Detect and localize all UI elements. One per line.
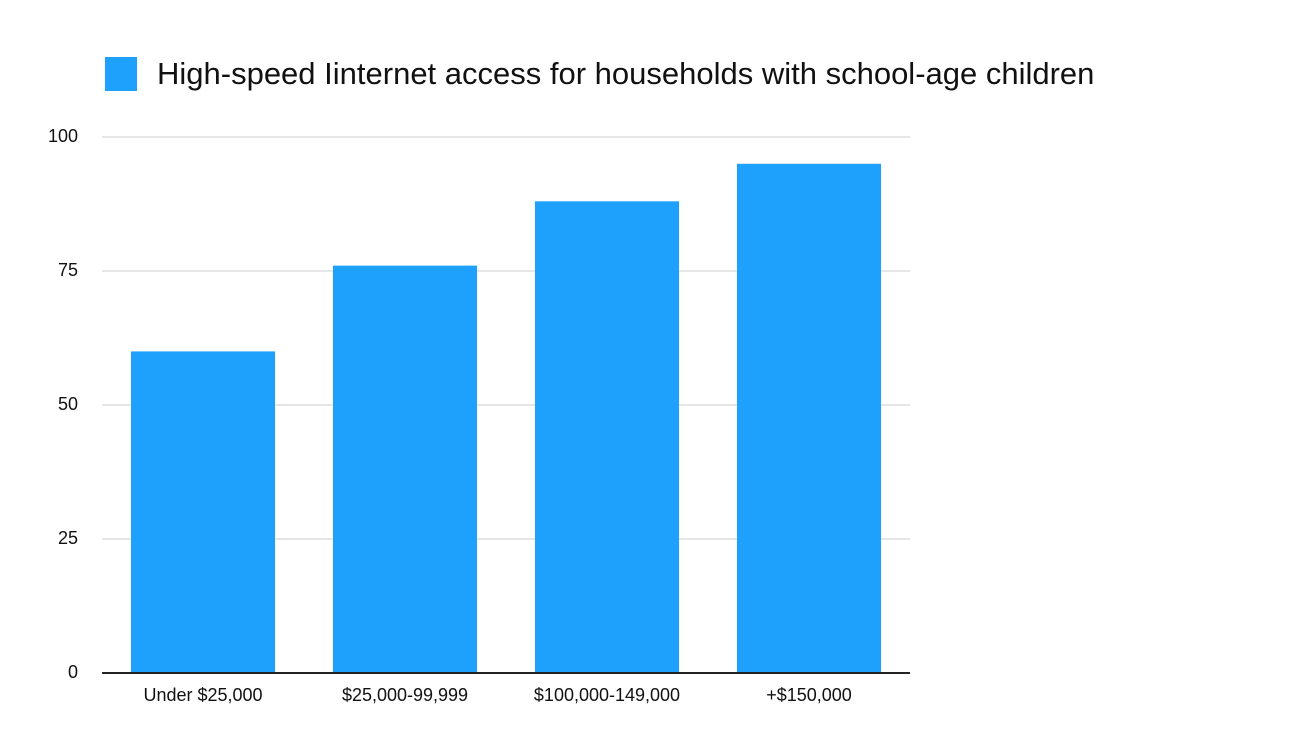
y-tick-label: 0: [68, 662, 78, 682]
x-tick-label: Under $25,000: [143, 685, 262, 705]
bar: [736, 163, 882, 674]
x-tick-label: +$150,000: [766, 685, 852, 705]
bar: [534, 201, 680, 673]
x-tick-label: $100,000-149,000: [534, 685, 680, 705]
y-tick-label: 100: [48, 126, 78, 146]
y-tick-label: 25: [58, 528, 78, 548]
bar: [332, 265, 478, 673]
x-tick-label: $25,000-99,999: [342, 685, 468, 705]
y-tick-label: 50: [58, 394, 78, 414]
bar: [130, 351, 276, 673]
y-tick-label: 75: [58, 260, 78, 280]
legend-swatch: [105, 57, 137, 91]
legend-label: High-speed Iinternet access for househol…: [157, 56, 1094, 91]
